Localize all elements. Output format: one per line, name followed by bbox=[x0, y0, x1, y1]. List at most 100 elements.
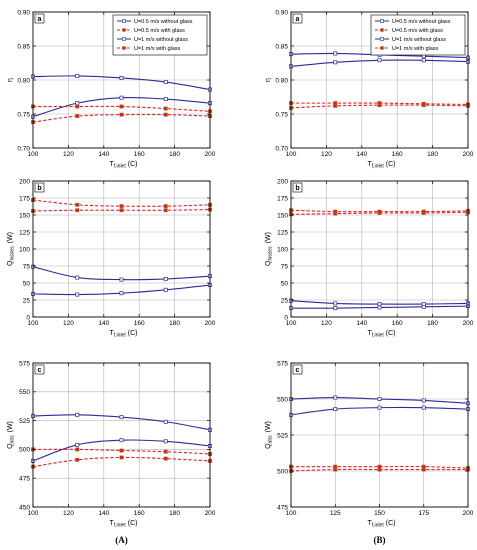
panel-label: b bbox=[295, 185, 299, 192]
data-point bbox=[75, 208, 80, 213]
y-tick-label: 50 bbox=[23, 280, 31, 287]
x-tick-label: 160 bbox=[134, 510, 145, 517]
y-tick-label: 75 bbox=[281, 263, 289, 270]
y-axis-symbol: Q bbox=[265, 260, 272, 266]
panel-label-box bbox=[292, 13, 303, 24]
data-point bbox=[163, 449, 168, 454]
data-point bbox=[75, 442, 80, 447]
y-axis-symbol: Q bbox=[7, 260, 14, 266]
data-point bbox=[421, 58, 426, 63]
y-axis-title: Qlosses (W) bbox=[265, 232, 274, 266]
panel-label: a bbox=[38, 16, 42, 23]
legend-marker bbox=[122, 37, 126, 41]
chart-a-eta: 100 120 140 160 180 200 0.70 0.75 0.80 0.85 0.90 Tf… bbox=[7, 9, 216, 169]
data-point bbox=[421, 398, 426, 403]
legend-marker bbox=[122, 46, 126, 50]
x-tick-label: 180 bbox=[169, 510, 180, 517]
data-point bbox=[333, 407, 338, 412]
x-axis-unit: (C) bbox=[128, 161, 138, 168]
data-point bbox=[377, 464, 382, 469]
data-point bbox=[163, 456, 168, 461]
data-point bbox=[119, 208, 124, 213]
panel-label-box bbox=[34, 364, 45, 375]
chart-a-qloss: 100 120 140 160 180 200 0 25 50 75 100 125 150 175 200… bbox=[7, 178, 216, 338]
data-point bbox=[119, 204, 124, 209]
x-axis-title: Tf,inlet (C) bbox=[110, 520, 138, 529]
legend-entry-label: U=0.5 m/s without glass bbox=[134, 19, 193, 25]
y-tick-label: 0.90 bbox=[17, 9, 30, 16]
x-tick-label: 100 bbox=[28, 151, 39, 158]
y-tick-label: 500 bbox=[277, 468, 288, 475]
x-tick-label: 100 bbox=[286, 151, 297, 158]
data-point bbox=[119, 455, 124, 460]
y-tick-label: 0.80 bbox=[275, 77, 288, 84]
y-axis-title: Qlosses (W) bbox=[7, 232, 16, 266]
data-point bbox=[163, 112, 168, 117]
data-point bbox=[75, 202, 80, 207]
x-tick-label: 120 bbox=[63, 320, 74, 327]
y-tick-label: 0.70 bbox=[275, 145, 288, 152]
chart-a-qabs: 100 120 140 160 180 200 450 475 500 525 550 575 Tf,i… bbox=[7, 360, 216, 528]
data-point bbox=[75, 292, 80, 297]
x-axis-subscript: f,inlet bbox=[372, 164, 385, 170]
legend-entry-label: U=0.5 m/s without glass bbox=[392, 19, 451, 25]
x-tick-label: 140 bbox=[98, 151, 109, 158]
x-axis-unit: (C) bbox=[386, 520, 396, 527]
legend-marker bbox=[122, 28, 126, 32]
data-point bbox=[421, 464, 426, 469]
x-axis-title: Tf,inlet (C) bbox=[368, 161, 396, 170]
data-point bbox=[333, 101, 338, 106]
data-point bbox=[163, 97, 168, 101]
x-axis-title: Tf,inlet (C) bbox=[368, 520, 396, 529]
x-axis-symbol: T bbox=[110, 330, 115, 337]
y-tick-label: 0.90 bbox=[275, 9, 288, 16]
panel-label-box bbox=[34, 182, 45, 193]
x-tick-label: 180 bbox=[169, 320, 180, 327]
data-point bbox=[119, 112, 124, 117]
y-axis-unit: (W) bbox=[7, 421, 14, 432]
legend-entry-label: U=1 m/s with glass bbox=[134, 46, 181, 52]
x-axis-unit: (C) bbox=[386, 330, 396, 337]
y-tick-label: 500 bbox=[19, 447, 30, 454]
data-point bbox=[119, 415, 124, 420]
x-axis-unit: (C) bbox=[386, 161, 396, 168]
y-axis-unit: (W) bbox=[265, 232, 272, 243]
data-point bbox=[163, 287, 168, 292]
y-tick-label: 0.85 bbox=[17, 43, 30, 50]
x-tick-label: 120 bbox=[321, 151, 332, 158]
y-tick-label: 550 bbox=[19, 389, 30, 396]
data-point bbox=[119, 291, 124, 296]
y-axis-symbol: η bbox=[7, 78, 14, 82]
column-label-b: (B) bbox=[374, 535, 386, 545]
y-tick-label: 50 bbox=[281, 280, 289, 287]
y-tick-label: 25 bbox=[23, 297, 31, 304]
plot-frame bbox=[32, 362, 211, 508]
y-tick-label: 0.70 bbox=[17, 145, 30, 152]
panel-label: a bbox=[296, 16, 300, 23]
y-axis-unit: (W) bbox=[7, 232, 14, 243]
panel-label: c bbox=[38, 367, 42, 374]
x-tick-label: 140 bbox=[356, 151, 367, 158]
data-point bbox=[119, 95, 124, 100]
y-tick-label: 25 bbox=[281, 297, 289, 304]
x-axis-title: Tf,inlet (C) bbox=[110, 161, 138, 170]
data-point bbox=[421, 405, 426, 410]
x-axis-symbol: T bbox=[110, 520, 115, 527]
data-point bbox=[75, 457, 80, 462]
x-axis-title: Tf,inlet (C) bbox=[368, 330, 396, 339]
x-axis-symbol: T bbox=[110, 161, 115, 168]
y-tick-label: 450 bbox=[19, 504, 30, 511]
data-point bbox=[163, 439, 168, 444]
x-tick-label: 120 bbox=[63, 510, 74, 517]
data-point bbox=[377, 101, 382, 106]
x-axis-symbol: T bbox=[368, 520, 373, 527]
data-point bbox=[163, 276, 168, 281]
y-tick-label: 200 bbox=[19, 178, 30, 185]
data-point bbox=[75, 73, 80, 78]
x-tick-label: 120 bbox=[63, 151, 74, 158]
legend-entry-label: U=1 m/s without glass bbox=[134, 37, 188, 43]
x-tick-label: 180 bbox=[427, 320, 438, 327]
data-point bbox=[377, 58, 382, 63]
panel-label-box bbox=[292, 182, 303, 193]
